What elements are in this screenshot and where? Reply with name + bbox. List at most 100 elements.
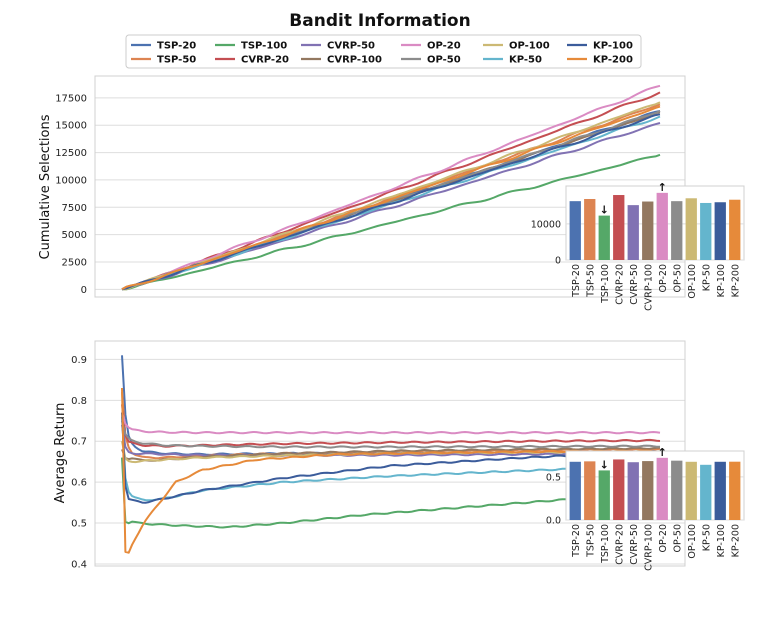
inset-x-tick-label: OP-50	[672, 524, 683, 553]
series-line-cvrp-100	[121, 446, 661, 462]
inset-x-tick-label: CVRP-100	[643, 524, 654, 571]
inset-bar-op-50	[671, 201, 683, 260]
inset-bar-op-50	[671, 460, 683, 520]
inset-x-tick-label: KP-50	[701, 524, 712, 551]
inset-x-tick-label: OP-20	[658, 264, 669, 293]
legend-label-kp-50: KP-50	[509, 55, 542, 66]
inset-x-tick-label: TSP-100	[600, 264, 611, 304]
inset-bar-op-20	[656, 192, 668, 260]
inset-x-tick-label: KP-200	[730, 264, 741, 297]
legend-label-op-100: OP-100	[509, 41, 550, 52]
y-tick-label: 5000	[62, 230, 87, 241]
inset-x-tick-label: OP-100	[687, 524, 698, 559]
legend-label-cvrp-20: CVRP-20	[241, 55, 289, 66]
inset-x-tick-label: KP-50	[701, 264, 712, 291]
legend-label-op-50: OP-50	[427, 55, 461, 66]
y-tick-label: 12500	[55, 148, 87, 159]
inset-bar-cvrp-20	[613, 195, 625, 260]
max-marker-icon: ↑	[658, 181, 667, 194]
max-marker-icon: ↑	[658, 446, 667, 459]
inset-bar-kp-100	[714, 461, 726, 520]
inset-x-tick-label: KP-100	[716, 524, 727, 557]
inset-x-tick-label: TSP-50	[585, 524, 596, 558]
y-tick-label: 10000	[55, 175, 87, 186]
legend-label-cvrp-50: CVRP-50	[327, 41, 375, 52]
inset-bar-chart: 0.0 0.5 TSP-20 TSP-50 TSP-100 ↓ CVRP-20 CVRP-50…	[546, 446, 745, 571]
inset-bar-op-100	[685, 461, 697, 520]
y-tick-label: 0.5	[71, 519, 87, 530]
y-tick-label: 0	[81, 285, 87, 296]
series-line-tsp-100	[122, 153, 661, 291]
inset-x-tick-label: KP-200	[730, 524, 741, 557]
series-line-op-20	[121, 412, 661, 435]
inset-y-tick-label: 0.5	[546, 472, 561, 483]
series-line-op-50	[121, 420, 660, 449]
inset-bar-op-20	[656, 457, 668, 520]
cumulative-selections-panel: 0 2500 5000 7500 10000 12500 15000 17500Cumulat…	[38, 75, 745, 311]
y-tick-label: 0.9	[71, 355, 87, 366]
inset-bar-tsp-50	[584, 198, 596, 260]
inset-frame	[565, 185, 745, 261]
series-line-kp-100	[121, 113, 661, 291]
inset-x-tick-label: TSP-100	[600, 524, 611, 564]
legend: TSP-20 TSP-50 TSP-100 CVRP-20 CVRP-50 CVRP-10…	[125, 34, 642, 69]
y-tick-label: 0.8	[71, 396, 87, 407]
inset-x-tick-label: TSP-20	[571, 264, 582, 298]
inset-x-tick-label: OP-100	[687, 264, 698, 299]
y-tick-label: 0.6	[71, 478, 87, 489]
inset-frame	[565, 450, 745, 521]
min-marker-icon: ↓	[600, 458, 609, 471]
figure-title: Bandit Information	[289, 11, 470, 31]
inset-bar-chart: 0 10000 TSP-20 TSP-50 TSP-100 ↓ CVRP-20 CVRP-50…	[531, 181, 745, 311]
inset-y-tick-label: 0.0	[546, 516, 561, 527]
inset-bar-tsp-20	[569, 201, 581, 260]
inset-x-tick-label: OP-20	[658, 524, 669, 553]
y-axis-label: Cumulative Selections	[38, 114, 53, 259]
inset-x-tick-label: KP-100	[716, 264, 727, 297]
inset-x-tick-label: TSP-20	[571, 524, 582, 558]
legend-label-tsp-50: TSP-50	[157, 55, 196, 66]
legend-frame	[125, 34, 642, 69]
inset-x-tick-label: TSP-50	[585, 264, 596, 298]
series-line-cvrp-20	[121, 91, 661, 291]
inset-y-tick-label: 10000	[531, 219, 561, 230]
legend-label-tsp-100: TSP-100	[241, 41, 287, 52]
inset-y-tick-label: 0	[555, 256, 561, 267]
legend-label-tsp-20: TSP-20	[157, 41, 196, 52]
inset-x-tick-label: CVRP-50	[629, 264, 640, 305]
average-return-panel: 0.4 0.5 0.6 0.7 0.8 0.9 Average Return 0.0 0.5 TS…	[53, 340, 745, 571]
inset-bar-kp-100	[714, 202, 726, 260]
inset-bar-cvrp-20	[613, 459, 625, 520]
legend-label-kp-200: KP-200	[593, 55, 633, 66]
inset-bar-kp-50	[700, 202, 712, 260]
series-line-cvrp-20	[121, 404, 661, 448]
inset-x-tick-label: CVRP-20	[614, 524, 625, 565]
y-tick-label: 17500	[55, 93, 87, 104]
inset-bar-cvrp-50	[627, 205, 639, 260]
inset-x-tick-label: OP-50	[672, 264, 683, 293]
y-tick-label: 2500	[62, 257, 87, 268]
legend-label-op-20: OP-20	[427, 41, 461, 52]
inset-x-tick-label: CVRP-100	[643, 264, 654, 311]
inset-bar-kp-200	[729, 461, 741, 520]
inset-bar-kp-50	[700, 464, 712, 520]
series-line-kp-200	[121, 105, 661, 291]
y-tick-label: 15000	[55, 121, 87, 132]
y-tick-label: 0.4	[71, 559, 87, 570]
inset-bar-cvrp-50	[627, 462, 639, 520]
inset-x-tick-label: CVRP-20	[614, 264, 625, 305]
inset-bar-cvrp-100	[642, 201, 654, 260]
min-marker-icon: ↓	[600, 204, 609, 217]
inset-bar-tsp-100	[598, 215, 610, 260]
inset-bar-kp-200	[729, 199, 741, 260]
inset-x-tick-label: CVRP-50	[629, 524, 640, 565]
series-line-op-20	[121, 84, 661, 291]
y-tick-label: 7500	[62, 203, 87, 214]
legend-label-kp-100: KP-100	[593, 41, 633, 52]
series-line-cvrp-50	[121, 122, 661, 291]
series-line-tsp-50	[121, 392, 661, 460]
y-axis-label: Average Return	[53, 403, 68, 504]
inset-bar-tsp-50	[584, 461, 596, 520]
legend-label-cvrp-100: CVRP-100	[327, 55, 382, 66]
